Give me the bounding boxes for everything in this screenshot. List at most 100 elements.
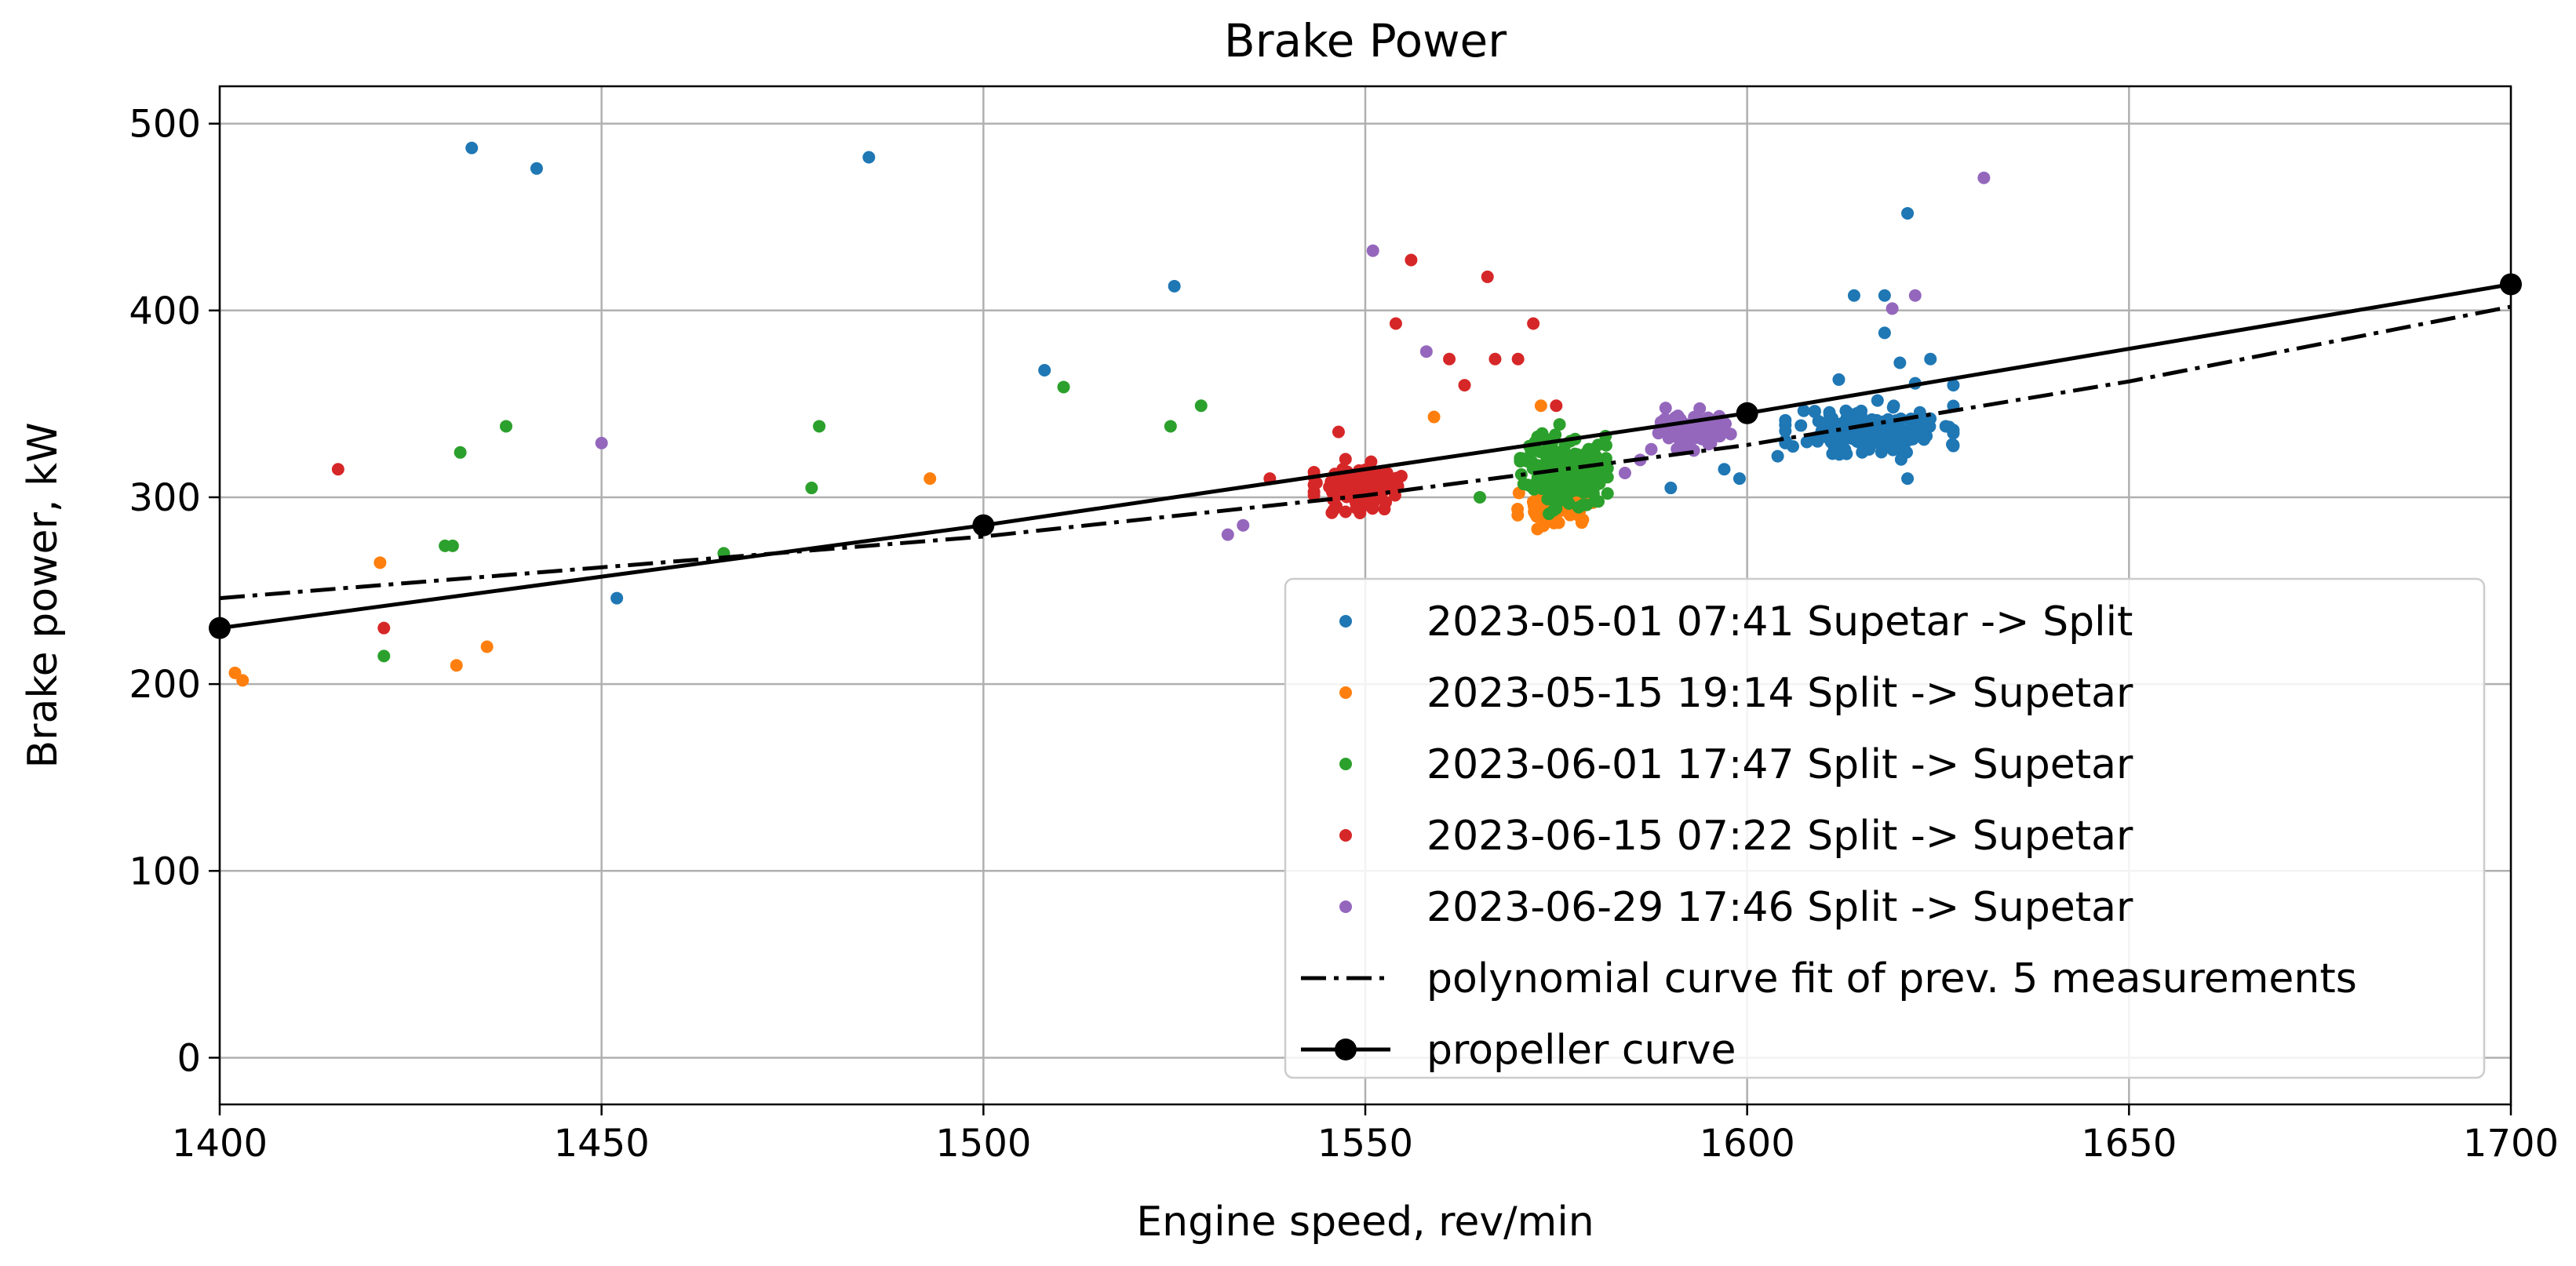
data-point — [1675, 424, 1689, 437]
data-point — [1221, 528, 1234, 541]
data-point — [1332, 425, 1345, 438]
y-tick-label: 100 — [129, 849, 201, 893]
data-point — [1901, 206, 1915, 220]
x-tick-label: 1450 — [554, 1122, 650, 1166]
data-point — [236, 674, 250, 687]
data-point — [1547, 516, 1561, 529]
data-point — [1701, 427, 1714, 441]
data-point — [1427, 410, 1441, 424]
data-point — [1380, 466, 1394, 479]
data-point — [1579, 469, 1593, 482]
data-point — [805, 482, 818, 495]
data-point — [1561, 473, 1574, 486]
data-point — [1847, 289, 1860, 302]
data-point — [530, 162, 543, 175]
x-tick-label: 1600 — [1700, 1122, 1795, 1166]
data-point — [1848, 415, 1861, 428]
data-point — [1354, 506, 1367, 519]
data-point — [1342, 471, 1355, 485]
data-point — [1733, 472, 1746, 486]
data-point — [1543, 444, 1557, 457]
data-point — [373, 556, 387, 569]
data-point — [1716, 423, 1729, 436]
data-point — [1527, 317, 1540, 330]
data-point — [1878, 326, 1891, 340]
legend-marker — [1339, 758, 1352, 770]
data-point — [1659, 402, 1672, 415]
data-point — [480, 640, 494, 653]
data-point — [1873, 438, 1886, 451]
data-point — [1870, 413, 1883, 427]
x-tick-label: 1550 — [1317, 1122, 1413, 1166]
data-point — [1057, 380, 1070, 394]
scatter-series-3 — [377, 380, 1614, 663]
y-tick-label: 400 — [129, 289, 201, 333]
data-point — [1525, 455, 1538, 468]
scatter-series-1 — [465, 141, 1960, 605]
data-point — [1352, 483, 1365, 497]
data-point — [1555, 493, 1569, 507]
data-point — [1797, 404, 1810, 417]
propeller-curve-marker — [972, 514, 995, 537]
data-point — [1886, 302, 1899, 315]
data-point — [1908, 289, 1922, 302]
data-point — [450, 659, 463, 672]
data-point — [1339, 453, 1352, 466]
data-point — [1771, 449, 1784, 463]
data-point — [1310, 476, 1323, 489]
data-point — [1543, 478, 1556, 492]
data-point — [1878, 289, 1891, 302]
data-point — [1553, 418, 1566, 431]
data-point — [1819, 417, 1832, 430]
y-tick-label: 500 — [129, 103, 201, 147]
data-point — [1947, 439, 1960, 453]
data-point — [1405, 253, 1418, 267]
data-point — [1458, 379, 1471, 392]
data-point — [1394, 470, 1408, 483]
data-point — [1525, 445, 1538, 458]
data-point — [1550, 399, 1563, 413]
data-point — [1572, 500, 1585, 514]
scatter-series-4 — [331, 253, 1563, 635]
data-point — [1860, 428, 1874, 442]
data-point — [446, 539, 459, 552]
data-point — [1808, 406, 1821, 419]
data-point — [1038, 364, 1051, 377]
y-axis-label: Brake power, kW — [20, 422, 67, 768]
data-point — [1601, 487, 1614, 500]
data-point — [1237, 518, 1250, 532]
legend-marker — [1339, 615, 1352, 628]
y-tick-label: 0 — [177, 1036, 201, 1080]
legend-label: 2023-06-29 17:46 Split -> Supetar — [1426, 884, 2133, 931]
data-point — [1511, 352, 1525, 366]
legend-label: 2023-05-01 07:41 Supetar -> Split — [1426, 598, 2133, 646]
x-tick-label: 1400 — [172, 1122, 268, 1166]
data-point — [1943, 420, 1956, 434]
data-point — [1800, 435, 1813, 449]
legend-marker — [1335, 1039, 1357, 1060]
legend-label: 2023-06-01 17:47 Split -> Supetar — [1426, 741, 2133, 788]
y-tick-label: 300 — [129, 476, 201, 520]
data-point — [1901, 472, 1915, 486]
data-point — [1331, 478, 1344, 492]
data-point — [1511, 503, 1525, 516]
data-point — [1840, 447, 1853, 460]
data-point — [1330, 500, 1343, 513]
data-point — [1856, 438, 1869, 452]
data-point — [1443, 352, 1456, 366]
data-point — [1562, 507, 1576, 520]
legend-marker — [1339, 829, 1352, 842]
data-point — [377, 649, 391, 663]
data-point — [1887, 399, 1900, 413]
propeller-curve-marker — [1736, 402, 1758, 424]
data-point — [1832, 373, 1845, 386]
scatter-points — [228, 141, 1991, 687]
x-axis-label: Engine speed, rev/min — [1136, 1199, 1594, 1246]
data-point — [1618, 467, 1631, 480]
data-point — [1906, 432, 1919, 446]
legend-marker — [1339, 686, 1352, 699]
data-point — [1521, 478, 1535, 492]
data-point — [1389, 317, 1402, 330]
data-point — [454, 446, 467, 459]
